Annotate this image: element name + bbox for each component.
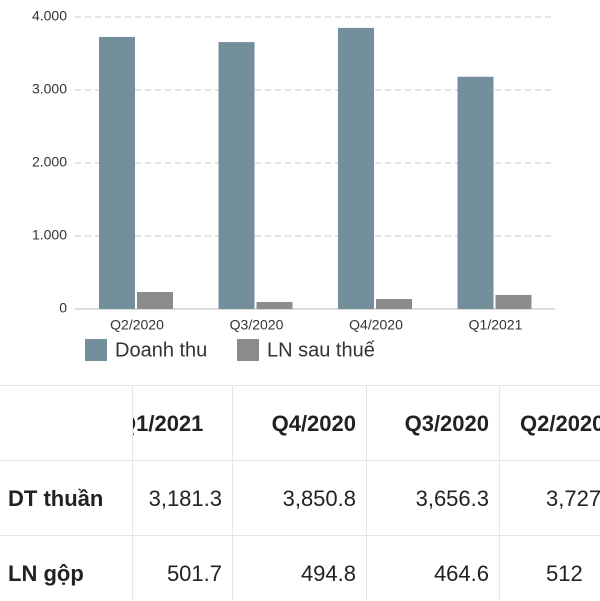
bar bbox=[218, 42, 255, 310]
bar bbox=[137, 291, 173, 309]
table-cell: 3,656.3 bbox=[367, 461, 500, 536]
column-header: Q2/2020 bbox=[500, 386, 600, 461]
table-cell: 464.6 bbox=[367, 536, 500, 601]
bar bbox=[256, 301, 293, 309]
table-cell: 494.8 bbox=[233, 536, 367, 601]
table-cell: 3,850.8 bbox=[233, 461, 367, 536]
legend-swatch bbox=[237, 339, 259, 361]
chart: 0 1.000 2.000 3.000 4.000 Q2/2020 Q3/2020 Q4/20… bbox=[32, 8, 555, 361]
bar bbox=[457, 76, 494, 309]
legend-label: LN sau thuế bbox=[267, 339, 375, 361]
y-tick-label: 2.000 bbox=[32, 154, 67, 170]
legend-swatch bbox=[85, 339, 107, 361]
column-header: Q1/2021 bbox=[133, 386, 233, 461]
bar bbox=[338, 27, 374, 309]
y-tick-label: 4.000 bbox=[32, 8, 67, 24]
table-cell: 501.7 bbox=[133, 536, 233, 601]
y-tick-label: 1.000 bbox=[32, 227, 67, 243]
row-header: DT thuần bbox=[0, 461, 133, 536]
x-tick-label: Q3/2020 bbox=[230, 317, 284, 333]
column-header: Q4/2020 bbox=[233, 386, 367, 461]
row-header: LN gộp bbox=[0, 536, 133, 601]
x-tick-label: Q2/2020 bbox=[110, 317, 164, 333]
table-cell: 3,181.3 bbox=[133, 461, 233, 536]
bar bbox=[376, 298, 412, 309]
x-tick-label: Q4/2020 bbox=[349, 317, 403, 333]
y-tick-label: 3.000 bbox=[32, 81, 67, 97]
column-header: Q3/2020 bbox=[367, 386, 500, 461]
table-cell: 3,727 bbox=[500, 461, 600, 536]
bar bbox=[99, 36, 135, 309]
x-tick-label: Q1/2021 bbox=[469, 317, 523, 333]
legend-label: Doanh thu bbox=[115, 339, 207, 361]
corner-cell bbox=[0, 386, 133, 461]
y-tick-label: 0 bbox=[59, 300, 67, 316]
bar bbox=[495, 294, 532, 309]
table-cell: 512 bbox=[500, 536, 600, 601]
